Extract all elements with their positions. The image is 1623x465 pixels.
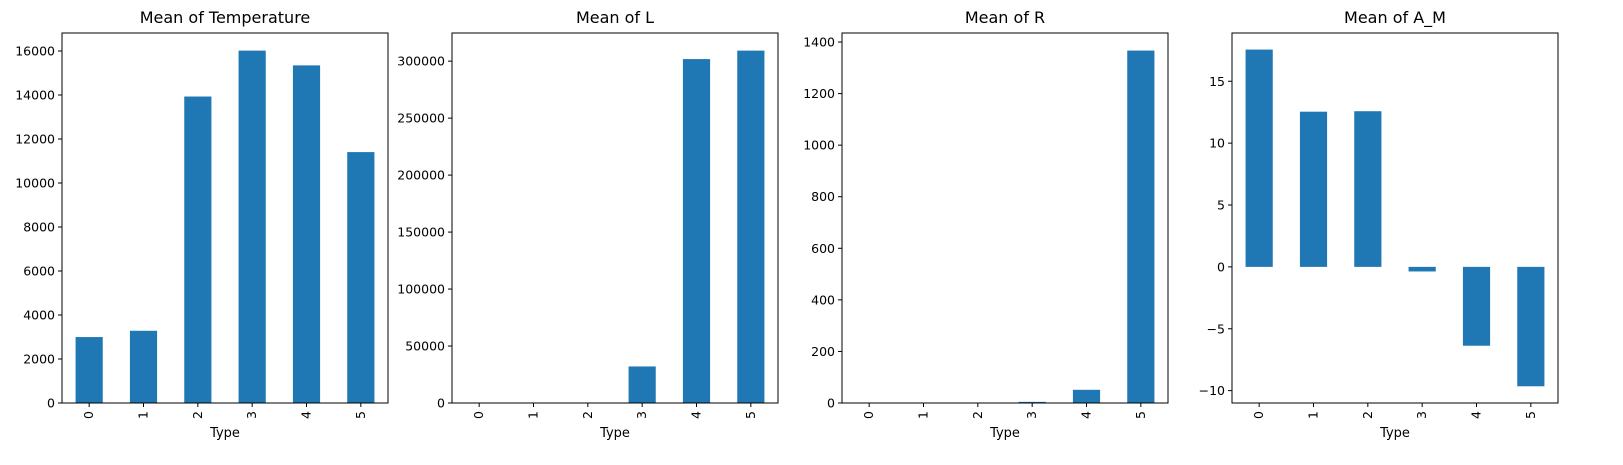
x-axis-label-r: Type: [989, 426, 1020, 441]
y-tick-label-temperature: 6000: [23, 264, 55, 279]
bar-r-4: [1072, 389, 1101, 403]
x-tick-label-l: 2: [580, 411, 595, 419]
panel-l: Mean of L Type 0 50000 100000 150000 200000 2…: [397, 8, 779, 441]
bar-a-m-0: [1245, 49, 1273, 267]
x-tick-label-temperature: 2: [190, 411, 205, 419]
x-tick-label-l: 1: [526, 411, 541, 419]
x-tick-label-a-m: 1: [1306, 411, 1321, 419]
chart-title-temperature: Mean of Temperature: [140, 8, 311, 27]
y-tick-label-a-m: −10: [1199, 383, 1225, 398]
y-tick-label-l: 0: [437, 396, 445, 411]
y-tick-label-r: 1000: [803, 138, 835, 153]
x-tick-label-temperature: 3: [244, 411, 259, 419]
y-tick-label-a-m: 15: [1209, 74, 1225, 89]
y-tick-label-r: 1200: [803, 86, 835, 101]
y-tick-label-a-m: 5: [1217, 198, 1225, 213]
x-tick-label-r: 4: [1079, 411, 1094, 419]
x-tick-label-l: 4: [689, 411, 704, 419]
x-tick-label-l: 3: [634, 411, 649, 419]
y-tick-label-a-m: 10: [1209, 136, 1225, 151]
y-tick-label-r: 400: [811, 292, 835, 307]
y-tick-label-r: 800: [811, 189, 835, 204]
y-tick-label-temperature: 16000: [15, 44, 55, 59]
x-axis-label-l: Type: [599, 426, 630, 441]
bar-a-m-5: [1517, 266, 1545, 387]
x-tick-label-temperature: 1: [136, 411, 151, 419]
x-tick-label-a-m: 2: [1360, 411, 1375, 419]
x-tick-label-r: 5: [1133, 411, 1148, 419]
y-tick-label-temperature: 0: [47, 396, 55, 411]
y-tick-label-temperature: 14000: [15, 88, 55, 103]
y-tick-label-temperature: 12000: [15, 132, 55, 147]
panel-r: Mean of R Type 0 200 400 600 800 1000 1200 1400…: [803, 8, 1169, 441]
y-tick-label-l: 150000: [397, 225, 445, 240]
x-tick-label-r: 3: [1024, 411, 1039, 419]
bar-r-5: [1127, 50, 1155, 404]
chart-title-r: Mean of R: [965, 8, 1045, 27]
x-tick-label-a-m: 0: [1251, 411, 1266, 419]
bar-temperature-0: [75, 337, 103, 403]
bar-a-m-3: [1408, 266, 1436, 272]
x-tick-label-temperature: 5: [353, 411, 368, 419]
x-axis-label-temperature: Type: [209, 426, 240, 441]
y-tick-label-r: 0: [827, 396, 835, 411]
x-tick-label-a-m: 5: [1523, 411, 1538, 419]
y-tick-label-temperature: 10000: [15, 176, 55, 191]
axes-frame-l: [451, 32, 779, 404]
bar-r-3: [1018, 401, 1046, 403]
x-tick-label-r: 1: [916, 411, 931, 419]
y-tick-label-l: 100000: [397, 282, 445, 297]
panel-temperature: Mean of Temperature Type 0 2000 4000 6000 80…: [15, 8, 389, 441]
bar-a-m-1: [1299, 111, 1328, 267]
y-tick-label-r: 1400: [803, 35, 835, 50]
y-tick-label-l: 50000: [405, 339, 445, 354]
y-tick-label-r: 200: [811, 344, 835, 359]
y-tick-label-l: 200000: [397, 168, 445, 183]
bar-temperature-1: [129, 330, 158, 403]
y-tick-label-temperature: 4000: [23, 308, 55, 323]
x-tick-label-l: 0: [471, 411, 486, 419]
bar-temperature-4: [292, 65, 321, 403]
x-tick-label-temperature: 0: [81, 411, 96, 419]
bar-a-m-2: [1354, 111, 1382, 267]
x-tick-label-l: 5: [743, 411, 758, 419]
y-tick-label-temperature: 2000: [23, 352, 55, 367]
bar-temperature-2: [184, 96, 212, 403]
x-tick-label-a-m: 3: [1414, 411, 1429, 419]
chart-title-l: Mean of L: [576, 8, 654, 27]
axes-frame-r: [841, 32, 1169, 404]
bar-temperature-5: [347, 152, 375, 403]
y-tick-label-a-m: 0: [1217, 259, 1225, 274]
bar-l-5: [737, 50, 765, 404]
y-tick-label-temperature: 8000: [23, 220, 55, 235]
x-tick-label-r: 2: [970, 411, 985, 419]
bar-temperature-3: [238, 50, 266, 404]
bar-a-m-4: [1462, 266, 1491, 346]
x-tick-label-temperature: 4: [299, 411, 314, 419]
axes-frame-temperature: [61, 32, 389, 404]
y-tick-label-l: 300000: [397, 54, 445, 69]
x-tick-label-a-m: 4: [1469, 411, 1484, 419]
y-tick-label-r: 600: [811, 241, 835, 256]
bar-l-3: [628, 366, 656, 403]
bar-l-4: [682, 59, 711, 404]
y-tick-label-a-m: −5: [1207, 321, 1225, 336]
y-tick-label-l: 250000: [397, 111, 445, 126]
axes-frame-a-m: [1231, 32, 1559, 404]
panel-a-m: Mean of A_M Type −10 −5 0 5 10 15 0 1 2 3 4 5: [1199, 8, 1559, 441]
x-tick-label-r: 0: [861, 411, 876, 419]
chart-title-a-m: Mean of A_M: [1344, 8, 1446, 28]
x-axis-label-a-m: Type: [1379, 426, 1410, 441]
